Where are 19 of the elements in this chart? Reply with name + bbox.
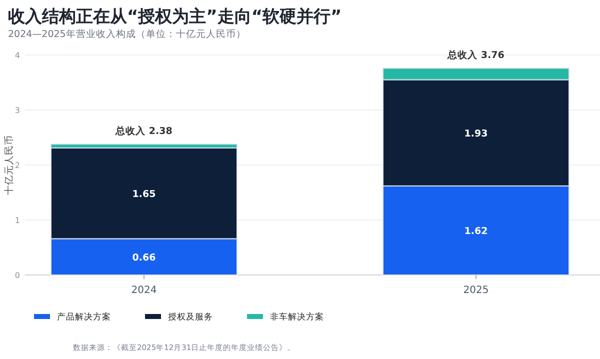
legend-label: 产品解决方案 [57, 312, 111, 322]
legend-label: 授权及服务 [168, 312, 213, 322]
y-tick-label: 3 [14, 106, 20, 115]
legend-label: 非车解决方案 [270, 312, 324, 322]
x-tick-label: 2024 [131, 285, 157, 296]
data-label: 1.62 [464, 226, 488, 237]
total-label: 总收入 2.38 [114, 125, 173, 138]
y-axis-title: 十亿元人民币 [3, 135, 15, 195]
data-label: 1.93 [464, 128, 488, 140]
total-label: 总收入 3.76 [446, 49, 505, 62]
chart-title: 收入结构正在从“授权为主”走向“软硬并行” [8, 7, 342, 27]
y-tick-label: 2 [14, 161, 20, 170]
y-tick-label: 0 [14, 271, 20, 280]
data-label: 1.65 [132, 188, 156, 200]
x-tick-label: 2025 [463, 285, 489, 296]
data-label: 0.66 [132, 252, 156, 264]
y-tick-label: 4 [14, 51, 20, 60]
chart-subtitle: 2024—2025年营业收入构成（单位：十亿元人民币） [8, 28, 246, 40]
y-tick-label: 1 [14, 216, 20, 225]
